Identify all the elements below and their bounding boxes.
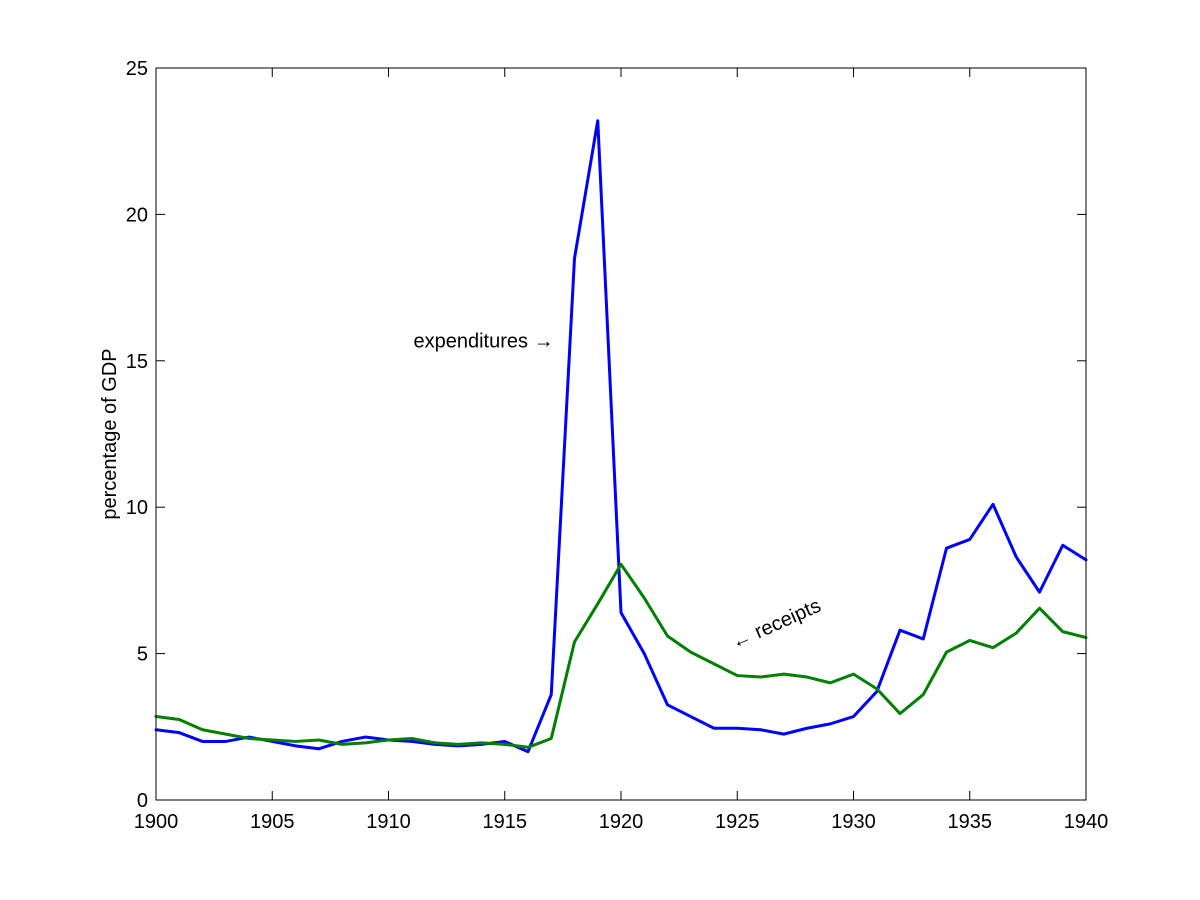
x-tick-label-1930: 1930: [831, 811, 876, 833]
x-tick-label-1900: 1900: [134, 811, 179, 833]
plot-frame: [155, 67, 1087, 801]
y-tick-label-5: 5: [137, 644, 148, 666]
y-tick-label-10: 10: [126, 497, 148, 519]
x-tick-label-1910: 1910: [366, 811, 411, 833]
y-tick-label-15: 15: [126, 351, 148, 373]
x-tick-label-1925: 1925: [715, 811, 760, 833]
y-tick-label-0: 0: [137, 790, 148, 812]
series-line-1: [154, 119, 1088, 754]
x-tick-label-1940: 1940: [1064, 811, 1109, 833]
x-tick-label-1905: 1905: [250, 811, 295, 833]
x-tick-label-1915: 1915: [483, 811, 528, 833]
plot-background: [156, 68, 1086, 800]
y-axis-title: percentage of GDP: [99, 348, 121, 519]
x-tick-label-1935: 1935: [948, 811, 993, 833]
y-tick-label-25: 25: [126, 58, 148, 80]
series-line-2: [154, 562, 1088, 749]
x-tick-label-1920: 1920: [599, 811, 644, 833]
annotation-1: expenditures →: [413, 331, 553, 353]
series-layer: [154, 119, 1088, 754]
y-tick-label-20: 20: [126, 204, 148, 226]
tick-layer: 1900 1905 1910 1915 1920 1925 1930 1935 1940 0 5 10…: [126, 58, 1109, 833]
